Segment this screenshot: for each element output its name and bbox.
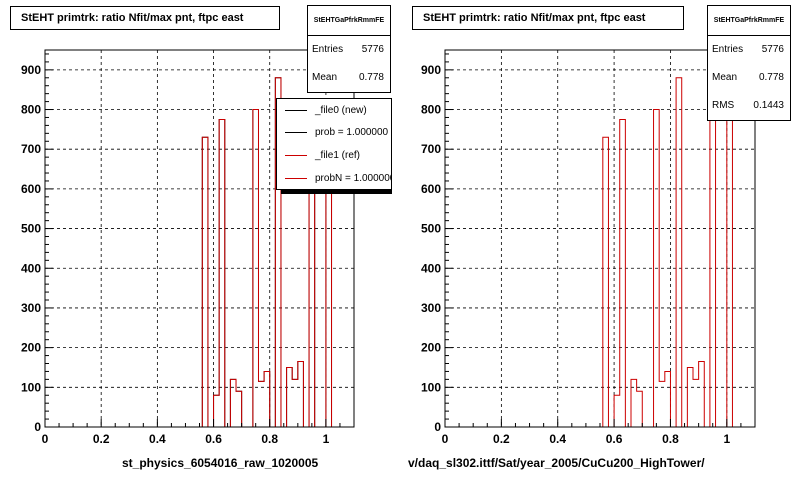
y-tick-label: 400 (421, 261, 441, 275)
legend-entry-ref: _file1 (ref) (277, 147, 360, 163)
right-plot: 0 0.2 0.4 0.6 0.8 1 0 100 200 300 400 500 600 700 800 9… (421, 49, 756, 446)
legend-line-ref (285, 154, 307, 156)
y-tick-label: 600 (421, 182, 441, 196)
x-tick-label: 0.2 (93, 432, 110, 446)
right-title-text: StEHT primtrk: ratio Nfit/max pnt, ftpc … (423, 12, 646, 24)
left-histogram-panel: 0 0.2 0.4 0.6 0.8 1 0 100 200 300 400 500 600 700 800 9… (10, 5, 392, 470)
y-tick-label: 100 (421, 380, 441, 394)
y-tick-label: 900 (21, 63, 41, 77)
y-tick-label: 400 (21, 261, 41, 275)
right-mean-value: 0.778 (758, 72, 784, 83)
legend-label-new: _file0 (new) (315, 104, 367, 116)
y-tick-label: 500 (421, 222, 441, 236)
y-tick-label: 200 (21, 341, 41, 355)
x-tick-label: 0.6 (205, 432, 222, 446)
right-x-axis-title: v/daq_sl302.ittf/Sat/year_2005/CuCu200_H… (408, 456, 705, 470)
left-entries-label: Entries (312, 44, 344, 55)
histogram-series-0 (445, 77, 755, 428)
legend-label-prob: prob = 1.000000 (315, 126, 389, 138)
y-tick-label: 100 (21, 380, 41, 394)
y-tick-label: 0 (34, 420, 41, 434)
left-mean-value: 0.778 (358, 72, 384, 83)
left-stats-box: StEHTGaPfrkRmmFE Entries 5776 Mean 0.778 (307, 5, 391, 93)
y-tick-label: 800 (21, 103, 41, 117)
right-stats-name: StEHTGaPfrkRmmFE (708, 6, 790, 36)
x-tick-label: 0.8 (261, 432, 278, 446)
right-histogram-panel: 0 0.2 0.4 0.6 0.8 1 0 100 200 300 400 500 600 700 800 9… (400, 0, 800, 480)
left-x-axis-title: st_physics_6054016_raw_1020005 (122, 456, 319, 470)
y-tick-label: 800 (421, 103, 441, 117)
legend-line-prob (285, 131, 307, 133)
x-tick-label: 0.8 (662, 432, 679, 446)
y-tick-label: 300 (21, 301, 41, 315)
x-tick-label: 0 (42, 432, 49, 446)
legend-entry-prob: prob = 1.000000 (277, 124, 388, 140)
x-tick-label: 0.4 (149, 432, 166, 446)
y-tick-label: 700 (421, 142, 441, 156)
x-tick-label: 0.2 (493, 432, 510, 446)
y-tick-label: 500 (21, 222, 41, 236)
legend-entry-new: _file0 (new) (277, 102, 367, 118)
y-tick-label: 200 (421, 341, 441, 355)
right-entries-label: Entries (712, 44, 744, 55)
left-stats-name: StEHTGaPfrkRmmFE (308, 6, 390, 36)
right-stats-mean-row: Mean 0.778 (708, 64, 790, 92)
right-stats-box: StEHTGaPfrkRmmFE Entries 5776 Mean 0.778… (707, 5, 791, 121)
y-tick-label: 600 (21, 182, 41, 196)
right-stats-entries-row: Entries 5776 (708, 36, 790, 64)
x-tick-label: 1 (323, 432, 330, 446)
x-tick-label: 0.4 (549, 432, 566, 446)
right-mean-label: Mean (712, 72, 738, 83)
left-mean-label: Mean (312, 72, 338, 83)
right-stats-rms-row: RMS 0.1443 (708, 92, 790, 120)
left-plot-title: StEHT primtrk: ratio Nfit/max pnt, ftpc … (10, 6, 280, 30)
right-rms-label: RMS (712, 100, 735, 111)
left-plot: 0 0.2 0.4 0.6 0.8 1 0 100 200 300 400 500 600 700 800 9… (21, 49, 355, 446)
x-tick-label: 0.6 (606, 432, 623, 446)
right-rms-value: 0.1443 (753, 100, 784, 111)
legend-line-new (285, 109, 307, 111)
right-plot-title: StEHT primtrk: ratio Nfit/max pnt, ftpc … (412, 6, 684, 30)
legend-entry-probn: probN = 1.000000 (277, 170, 392, 186)
legend-label-ref: _file1 (ref) (315, 149, 361, 161)
left-entries-value: 5776 (361, 44, 384, 55)
x-tick-label: 1 (723, 432, 730, 446)
y-tick-label: 700 (21, 142, 41, 156)
left-stats-entries-row: Entries 5776 (308, 36, 390, 64)
left-title-text: StEHT primtrk: ratio Nfit/max pnt, ftpc … (21, 12, 244, 24)
legend-box: _file0 (new) prob = 1.000000 _file1 (ref… (276, 98, 392, 190)
y-tick-label: 900 (421, 63, 441, 77)
x-tick-label: 0 (442, 432, 449, 446)
left-stats-mean-row: Mean 0.778 (308, 64, 390, 92)
y-tick-label: 0 (434, 420, 441, 434)
legend-line-probn (285, 177, 307, 179)
right-entries-value: 5776 (761, 44, 784, 55)
y-tick-label: 300 (421, 301, 441, 315)
legend-label-probn: probN = 1.000000 (315, 172, 392, 184)
